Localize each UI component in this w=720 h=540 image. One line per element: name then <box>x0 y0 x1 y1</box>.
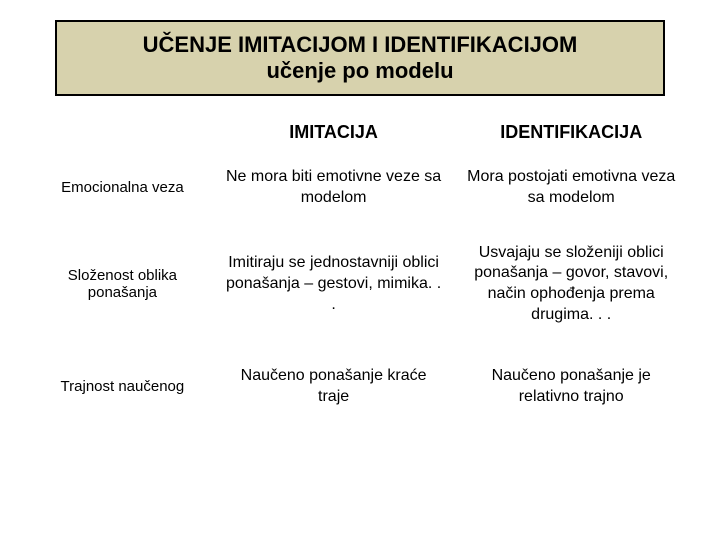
cell-identifikacija-0: Mora postojati emotivna veza sa modelom <box>452 153 690 223</box>
cell-identifikacija-1: Usvajaju se složeniji oblici ponašanja –… <box>452 223 690 346</box>
row-label-emocionalna: Emocionalna veza <box>30 153 215 223</box>
cell-imitacija-1: Imitiraju se jednostavniji oblici ponaša… <box>215 223 453 346</box>
row-label-slozenost: Složenost oblika ponašanja <box>30 223 215 346</box>
column-header-imitacija: IMITACIJA <box>215 118 453 153</box>
title-line-1: UČENJE IMITACIJOM I IDENTIFIKACIJOM <box>75 32 645 58</box>
table-header-row: IMITACIJA IDENTIFIKACIJA <box>30 118 690 153</box>
cell-identifikacija-2: Naučeno ponašanje je relativno trajno <box>452 346 690 422</box>
header-empty <box>30 118 215 153</box>
title-box: UČENJE IMITACIJOM I IDENTIFIKACIJOM učen… <box>55 20 665 96</box>
cell-imitacija-0: Ne mora biti emotivne veze sa modelom <box>215 153 453 223</box>
cell-imitacija-2: Naučeno ponašanje kraće traje <box>215 346 453 422</box>
row-label-trajnost: Trajnost naučenog <box>30 346 215 422</box>
column-header-identifikacija: IDENTIFIKACIJA <box>452 118 690 153</box>
table-row: Trajnost naučenog Naučeno ponašanje krać… <box>30 346 690 422</box>
table-row: Složenost oblika ponašanja Imitiraju se … <box>30 223 690 346</box>
table-row: Emocionalna veza Ne mora biti emotivne v… <box>30 153 690 223</box>
title-line-2: učenje po modelu <box>75 58 645 84</box>
comparison-table: IMITACIJA IDENTIFIKACIJA Emocionalna vez… <box>30 118 690 421</box>
